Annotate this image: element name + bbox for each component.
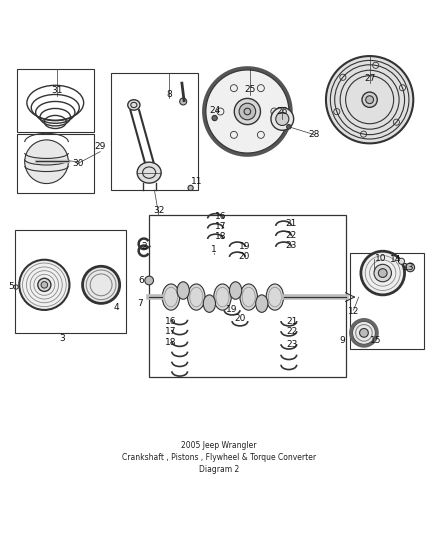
Text: 25: 25 [245, 85, 256, 94]
Ellipse shape [82, 266, 120, 303]
Ellipse shape [256, 295, 268, 312]
Text: 3: 3 [59, 334, 65, 343]
Text: 20: 20 [234, 314, 246, 324]
Ellipse shape [374, 264, 392, 282]
Ellipse shape [187, 284, 205, 310]
Ellipse shape [38, 278, 51, 292]
Ellipse shape [25, 140, 68, 183]
Text: 28: 28 [308, 130, 320, 139]
Text: 27: 27 [364, 74, 375, 83]
Circle shape [188, 185, 193, 190]
Text: 23: 23 [286, 340, 298, 349]
Ellipse shape [239, 103, 256, 120]
Circle shape [212, 116, 217, 120]
Ellipse shape [360, 328, 368, 337]
Ellipse shape [362, 92, 377, 107]
Text: 21: 21 [285, 219, 297, 228]
Text: 10: 10 [375, 254, 386, 263]
Text: 15: 15 [370, 336, 381, 345]
Ellipse shape [19, 260, 70, 310]
Text: 18: 18 [165, 338, 177, 348]
Text: 26: 26 [277, 107, 288, 116]
Ellipse shape [266, 284, 284, 310]
Ellipse shape [244, 108, 251, 115]
Text: 16: 16 [165, 317, 177, 326]
Text: 24: 24 [209, 106, 220, 115]
Text: 21: 21 [286, 317, 298, 326]
Text: 13: 13 [403, 263, 415, 272]
Text: 12: 12 [348, 306, 359, 316]
Circle shape [145, 276, 153, 285]
Circle shape [406, 263, 415, 272]
Ellipse shape [234, 99, 261, 125]
Text: 4: 4 [113, 303, 119, 312]
Text: 9: 9 [339, 336, 345, 345]
Ellipse shape [276, 112, 289, 125]
Ellipse shape [206, 70, 289, 153]
Ellipse shape [203, 295, 215, 312]
Ellipse shape [378, 269, 387, 277]
Ellipse shape [352, 321, 376, 345]
Text: 7: 7 [138, 299, 143, 308]
Text: 8: 8 [166, 90, 172, 99]
Ellipse shape [271, 108, 293, 130]
Text: 11: 11 [191, 177, 202, 186]
Text: 31: 31 [51, 86, 62, 95]
Text: 22: 22 [287, 327, 298, 336]
Ellipse shape [240, 284, 258, 310]
Ellipse shape [128, 100, 140, 110]
Text: 6: 6 [139, 276, 145, 285]
Text: 29: 29 [95, 142, 106, 151]
Text: 17: 17 [165, 327, 177, 336]
Text: 2: 2 [141, 243, 147, 252]
Text: 22: 22 [286, 231, 297, 239]
Circle shape [180, 98, 187, 105]
Ellipse shape [366, 96, 374, 103]
Text: 16: 16 [215, 212, 227, 221]
Text: 2005 Jeep Wrangler
Crankshaft , Pistons , Flywheel & Torque Converter
Diagram 2: 2005 Jeep Wrangler Crankshaft , Pistons … [122, 441, 316, 474]
Ellipse shape [326, 56, 413, 143]
Ellipse shape [361, 251, 405, 295]
Text: 1: 1 [211, 245, 217, 254]
Text: 17: 17 [215, 222, 227, 231]
Circle shape [287, 125, 291, 129]
Circle shape [399, 258, 405, 264]
Text: 18: 18 [215, 232, 227, 241]
Text: 19: 19 [226, 305, 238, 314]
Text: 5: 5 [9, 281, 14, 290]
Ellipse shape [214, 284, 231, 310]
Ellipse shape [137, 162, 161, 183]
Ellipse shape [162, 284, 180, 310]
Text: 23: 23 [285, 241, 297, 250]
Text: 19: 19 [239, 243, 250, 252]
Text: 32: 32 [153, 206, 164, 215]
Text: 14: 14 [390, 255, 402, 264]
Ellipse shape [177, 282, 189, 299]
Ellipse shape [41, 281, 48, 288]
Text: 30: 30 [73, 159, 84, 168]
Text: 20: 20 [239, 253, 250, 261]
Ellipse shape [230, 282, 242, 299]
